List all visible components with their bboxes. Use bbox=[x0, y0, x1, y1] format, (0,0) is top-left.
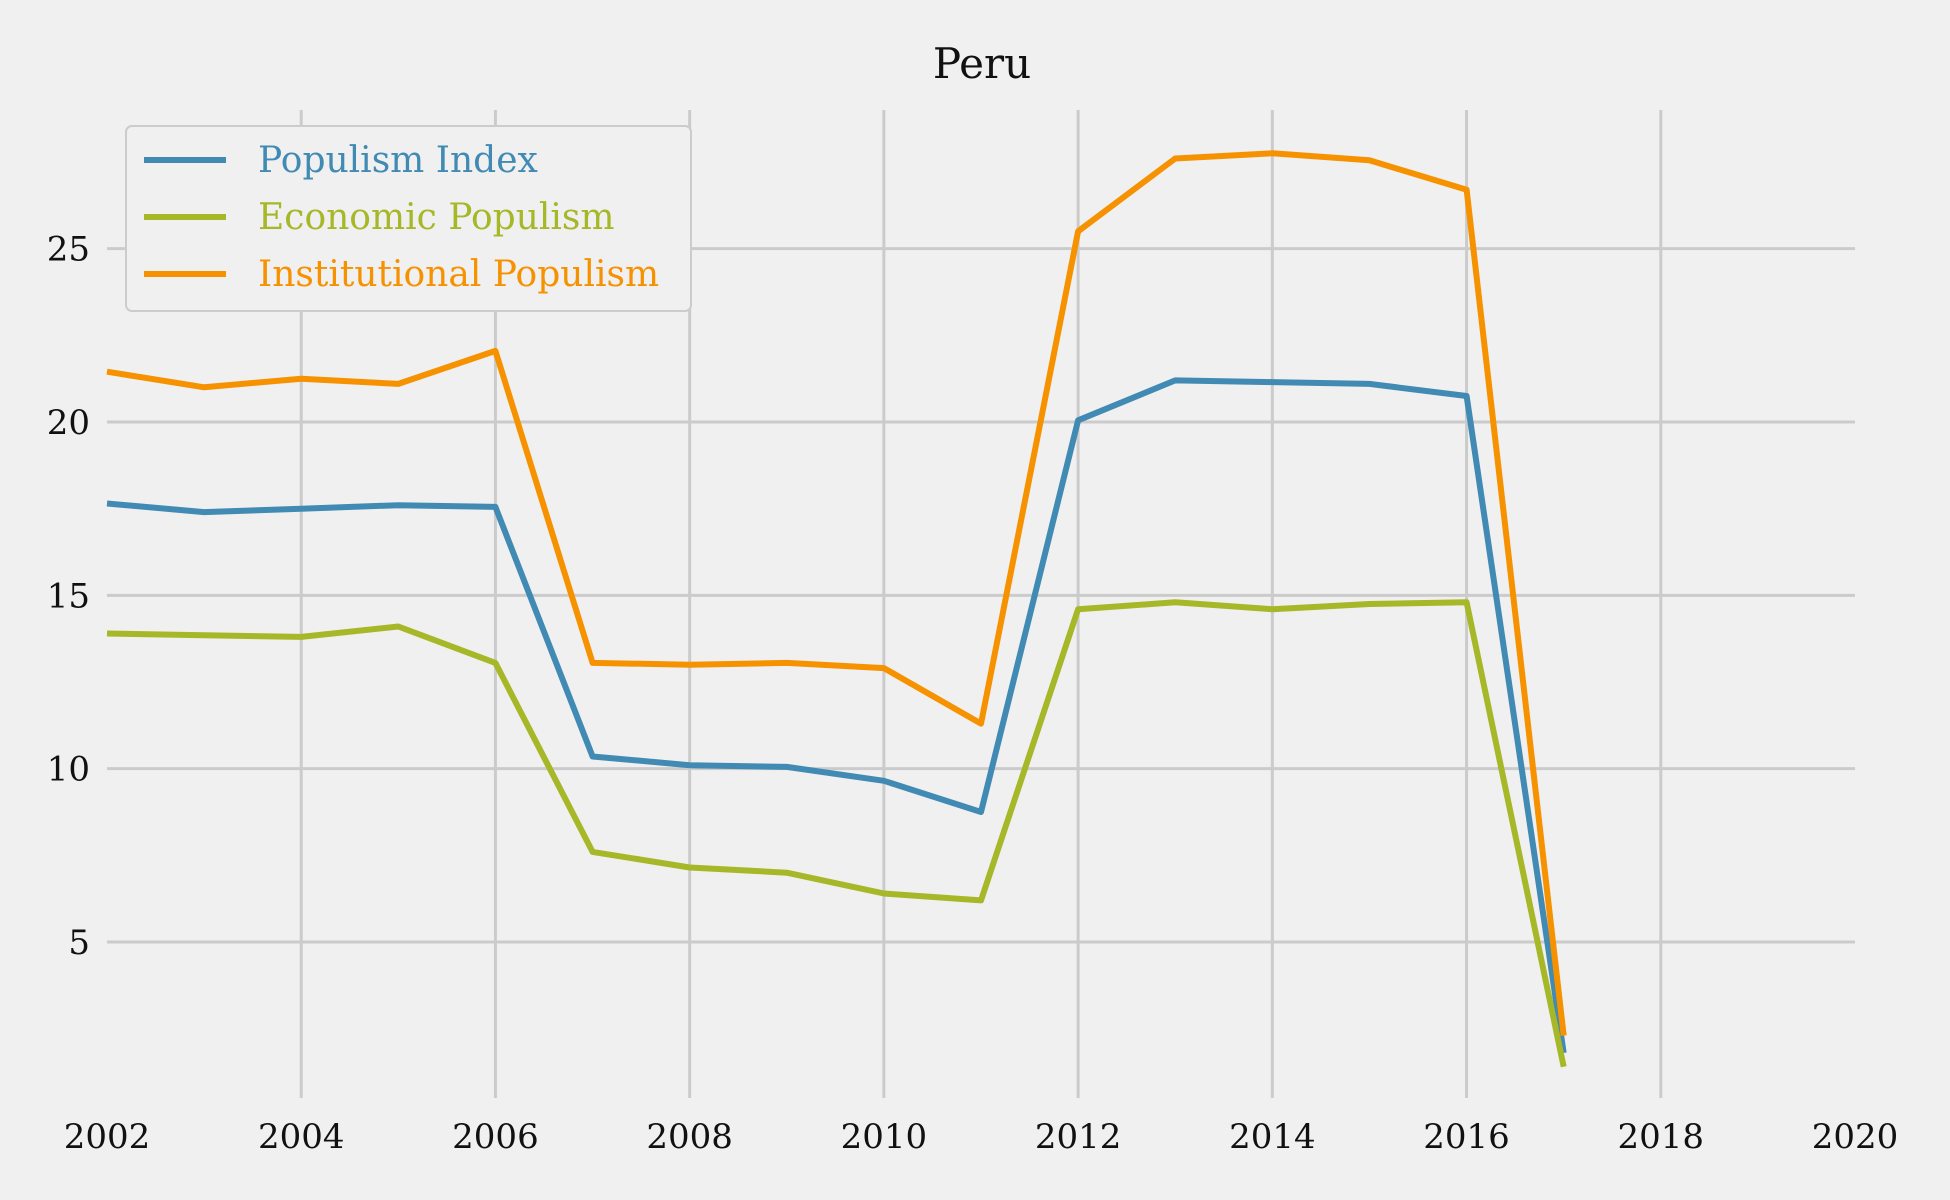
chart-title: Peru bbox=[933, 39, 1031, 88]
x-tick-label-2008: 2008 bbox=[646, 1117, 733, 1157]
series-line-economic-populism bbox=[106, 599, 1567, 1068]
y-tick-label-15: 15 bbox=[47, 576, 90, 616]
legend-box bbox=[125, 125, 692, 312]
x-tick-label-2006: 2006 bbox=[452, 1117, 539, 1157]
legend-label-populism-index: Populism Index bbox=[258, 140, 538, 181]
y-tick-label-20: 20 bbox=[47, 403, 90, 443]
y-tick-label-25: 25 bbox=[47, 230, 90, 270]
x-tick-label-2002: 2002 bbox=[64, 1117, 151, 1157]
x-axis-ticks: 2002 2004 2006 2008 2010 2012 2014 2016 2018 2020 bbox=[64, 1117, 1899, 1157]
legend: Populism Index Economic Populism Instituti… bbox=[125, 125, 692, 312]
series-line-populism-index bbox=[106, 377, 1567, 1054]
x-tick-label-2004: 2004 bbox=[258, 1117, 345, 1157]
y-tick-label-10: 10 bbox=[47, 750, 90, 790]
x-tick-label-2012: 2012 bbox=[1035, 1117, 1122, 1157]
y-axis-ticks: 5 10 15 20 25 bbox=[47, 230, 90, 963]
x-tick-label-2014: 2014 bbox=[1229, 1117, 1316, 1157]
legend-label-institutional-populism: Institutional Populism bbox=[258, 254, 659, 295]
series-line-institutional-populism bbox=[106, 150, 1567, 1036]
x-tick-label-2018: 2018 bbox=[1618, 1117, 1705, 1157]
x-tick-label-2016: 2016 bbox=[1423, 1117, 1510, 1157]
x-tick-label-2020: 2020 bbox=[1812, 1117, 1899, 1157]
x-tick-label-2010: 2010 bbox=[841, 1117, 928, 1157]
legend-label-economic-populism: Economic Populism bbox=[258, 197, 615, 238]
series-layer bbox=[106, 150, 1567, 1068]
y-tick-label-5: 5 bbox=[68, 923, 90, 963]
